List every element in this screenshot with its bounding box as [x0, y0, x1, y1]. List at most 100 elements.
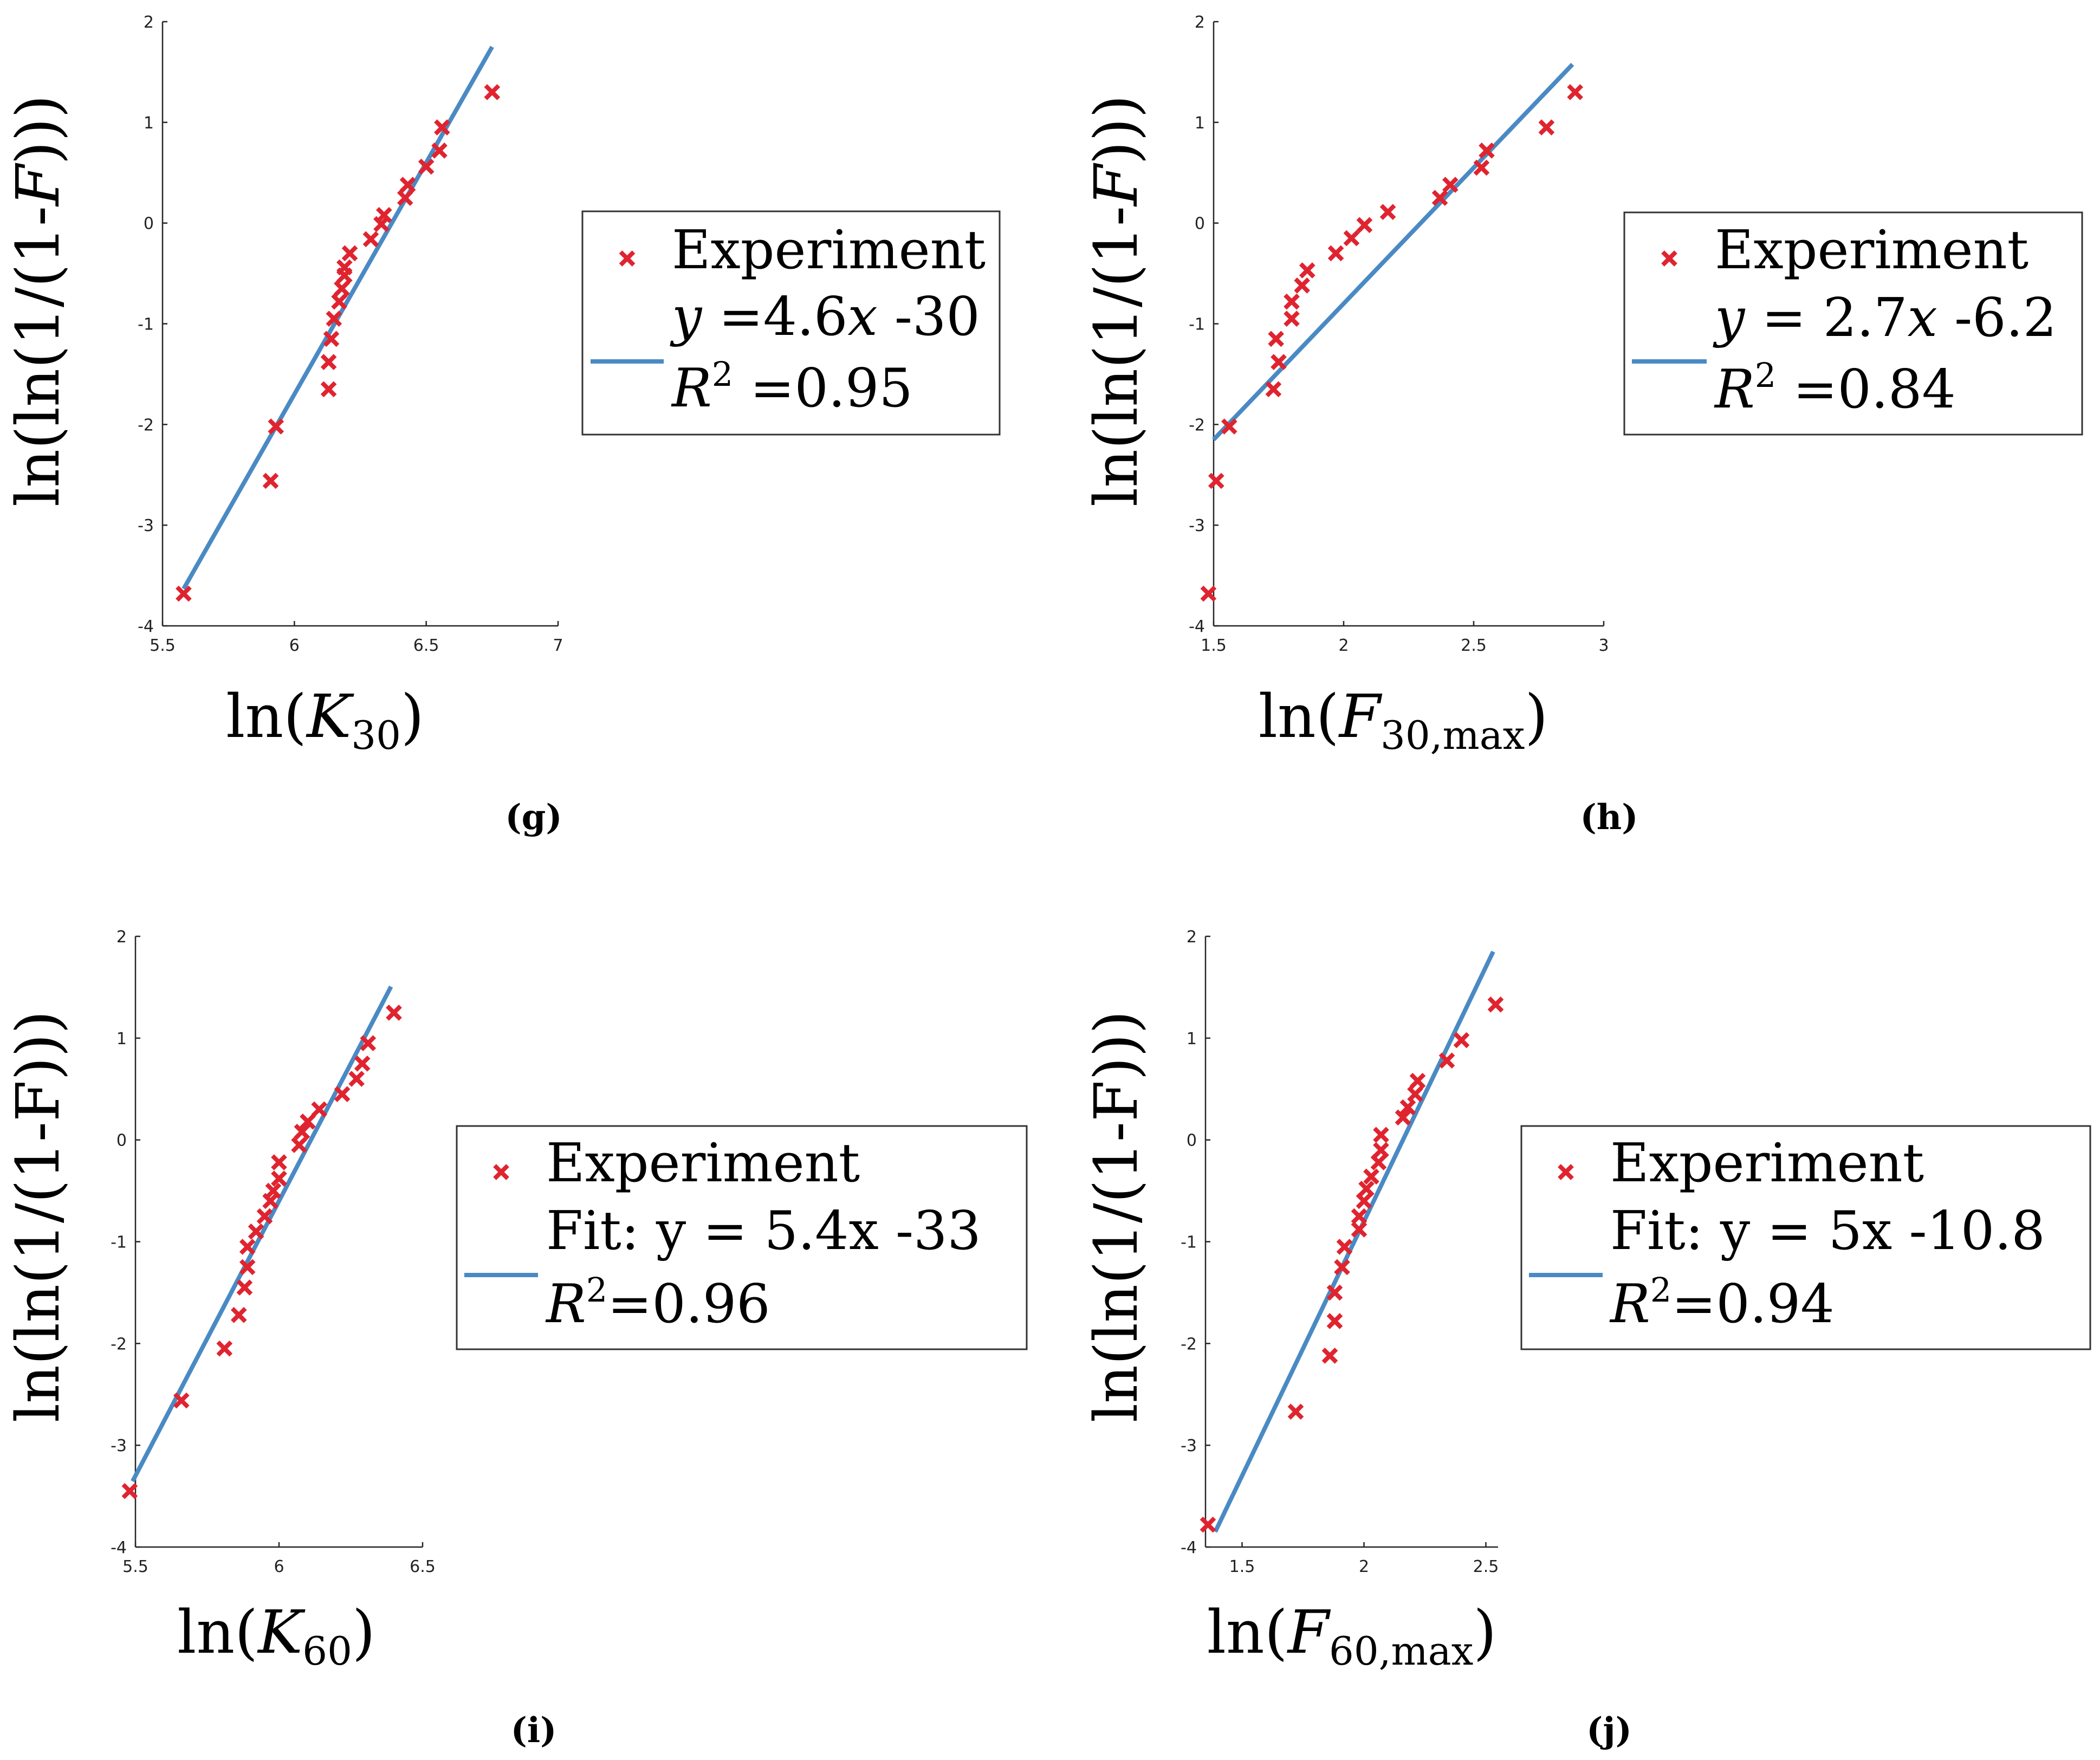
- legend-r2-i: R2=0.96: [545, 1270, 770, 1335]
- data-point-i: [271, 1170, 287, 1187]
- data-point-i: [239, 1239, 256, 1255]
- data-point-i: [386, 1005, 402, 1021]
- legend-fit-eq-j: Fit: y = 5x -10.8: [1610, 1200, 2045, 1262]
- data-point-i: [173, 1392, 190, 1409]
- y-tick-label-g: -3: [138, 516, 154, 535]
- y-tick-label-j: 1: [1187, 1030, 1197, 1049]
- data-point-h: [1284, 293, 1300, 310]
- data-point-j: [1326, 1313, 1343, 1329]
- data-point-h: [1356, 217, 1373, 234]
- fit-line-h: [1212, 63, 1574, 441]
- data-point-j: [1438, 1052, 1455, 1069]
- data-point-g: [375, 206, 392, 223]
- data-point-j: [1395, 1109, 1411, 1126]
- legend-i: Experiment Fit: y = 5.4x -33 R2=0.96: [456, 1125, 1028, 1350]
- data-point-j: [1326, 1284, 1343, 1301]
- y-tick-label-g: -1: [138, 315, 154, 334]
- data-point-i: [271, 1154, 287, 1170]
- y-tick-label-i: -2: [111, 1335, 127, 1354]
- data-point-i: [230, 1306, 247, 1323]
- x-axis-title-h: ln(F30,max): [1259, 682, 1548, 758]
- y-tick-label-j: -1: [1181, 1233, 1197, 1252]
- data-point-h: [1284, 310, 1300, 327]
- data-point-g: [320, 381, 337, 398]
- y-tick-label-h: -2: [1189, 416, 1205, 435]
- data-point-g: [268, 418, 284, 435]
- panel-j: -4 -3 -2 -1 0 1 2 1.5 2 2.5 ln(F60,max) ln(ln(1/(…: [1081, 928, 2091, 1751]
- legend-r2-g: R2 =0.95: [671, 354, 913, 419]
- panel-label-j: (j): [1586, 1710, 1632, 1751]
- legend-x-icon-j: [1558, 1164, 1574, 1180]
- y-tick-label-h: 1: [1195, 114, 1205, 133]
- data-point-i: [354, 1055, 371, 1072]
- x-tick-label-h: 1.5: [1201, 636, 1227, 655]
- legend-experiment-h: Experiment: [1715, 219, 2028, 281]
- fit-line-i: [131, 985, 393, 1483]
- data-point-g: [334, 280, 350, 297]
- legend-fit-eq-h: y = 2.7x -6.2: [1713, 287, 2057, 349]
- data-point-h: [1473, 159, 1490, 176]
- data-point-j: [1373, 1142, 1389, 1159]
- legend-marker-h: [1661, 250, 1677, 267]
- legend-marker-j: [1558, 1164, 1574, 1180]
- data-point-g: [399, 177, 416, 193]
- legend-box-h: [1623, 211, 2083, 436]
- data-point-g: [323, 331, 340, 347]
- data-point-g: [320, 354, 337, 370]
- data-point-h: [1567, 84, 1584, 100]
- panel-label-h: (h): [1580, 797, 1638, 838]
- y-axis-title-i: ln(ln(1/(1-F))): [3, 1011, 73, 1422]
- y-axis-title-g: ln(ln(1/(1-F))): [3, 95, 73, 507]
- plot-area-h: -4 -3 -2 -1 0 1 2 1.5 2 2.5 3: [1189, 13, 1609, 655]
- data-point-g: [336, 259, 353, 276]
- y-tick-label-i: 1: [116, 1030, 127, 1049]
- y-tick-label-i: -1: [111, 1233, 127, 1252]
- data-point-i: [360, 1035, 377, 1052]
- legend-experiment-g: Experiment: [672, 219, 986, 281]
- y-tick-label-h: -3: [1189, 516, 1205, 535]
- legend-x-icon-h: [1661, 250, 1677, 267]
- x-tick-label-j: 1.5: [1229, 1557, 1255, 1576]
- data-point-h: [1271, 354, 1287, 370]
- data-point-g: [434, 119, 450, 135]
- legend-r2-h: R2 =0.84: [1714, 355, 1956, 420]
- data-point-h: [1379, 204, 1396, 221]
- x-tick-label-g: 5.5: [150, 636, 176, 655]
- data-point-h: [1265, 381, 1282, 398]
- data-point-h: [1299, 262, 1315, 279]
- data-point-i: [291, 1137, 307, 1153]
- y-axis-title-h: ln(ln(1/(1-F))): [1081, 95, 1151, 507]
- data-point-j: [1358, 1180, 1375, 1197]
- legend-r2-j: R2=0.94: [1609, 1270, 1835, 1335]
- data-point-i: [265, 1182, 282, 1199]
- legend-box-j: [1520, 1125, 2091, 1350]
- data-point-j: [1373, 1127, 1389, 1143]
- legend-experiment-i: Experiment: [546, 1133, 860, 1194]
- y-tick-label-j: -4: [1181, 1538, 1197, 1557]
- legend-x-icon-g: [619, 250, 636, 267]
- data-point-g: [262, 473, 279, 489]
- data-point-h: [1221, 418, 1237, 435]
- data-point-h: [1479, 143, 1495, 159]
- data-point-g: [341, 245, 358, 262]
- data-point-i: [311, 1101, 328, 1118]
- data-point-j: [1287, 1403, 1304, 1420]
- data-point-h: [1327, 245, 1344, 262]
- y-tick-label-g: 2: [144, 13, 154, 32]
- y-tick-label-h: 0: [1195, 215, 1205, 234]
- data-point-j: [1370, 1154, 1387, 1170]
- y-tick-label-h: -1: [1189, 315, 1205, 334]
- panel-g: -4 -3 -2 -1 0 1 2 5.5 6 6.5 7 ln(K30) ln(ln(1/(1-F…: [3, 13, 1001, 838]
- y-tick-label-i: -3: [111, 1437, 127, 1455]
- x-axis-title-j: ln(F60,max): [1207, 1597, 1497, 1674]
- x-tick-label-j: 2.5: [1473, 1557, 1499, 1576]
- x-axis-title-g: ln(K30): [226, 682, 424, 758]
- panel-label-i: (i): [511, 1710, 557, 1751]
- y-axis-title-j: ln(ln(1/(1-F))): [1081, 1011, 1151, 1422]
- fit-line-j: [1213, 950, 1495, 1533]
- data-point-g: [431, 143, 448, 159]
- data-point-i: [239, 1259, 256, 1276]
- data-point-i: [121, 1483, 138, 1499]
- y-tick-label-i: -4: [111, 1538, 127, 1557]
- data-point-i: [300, 1114, 316, 1130]
